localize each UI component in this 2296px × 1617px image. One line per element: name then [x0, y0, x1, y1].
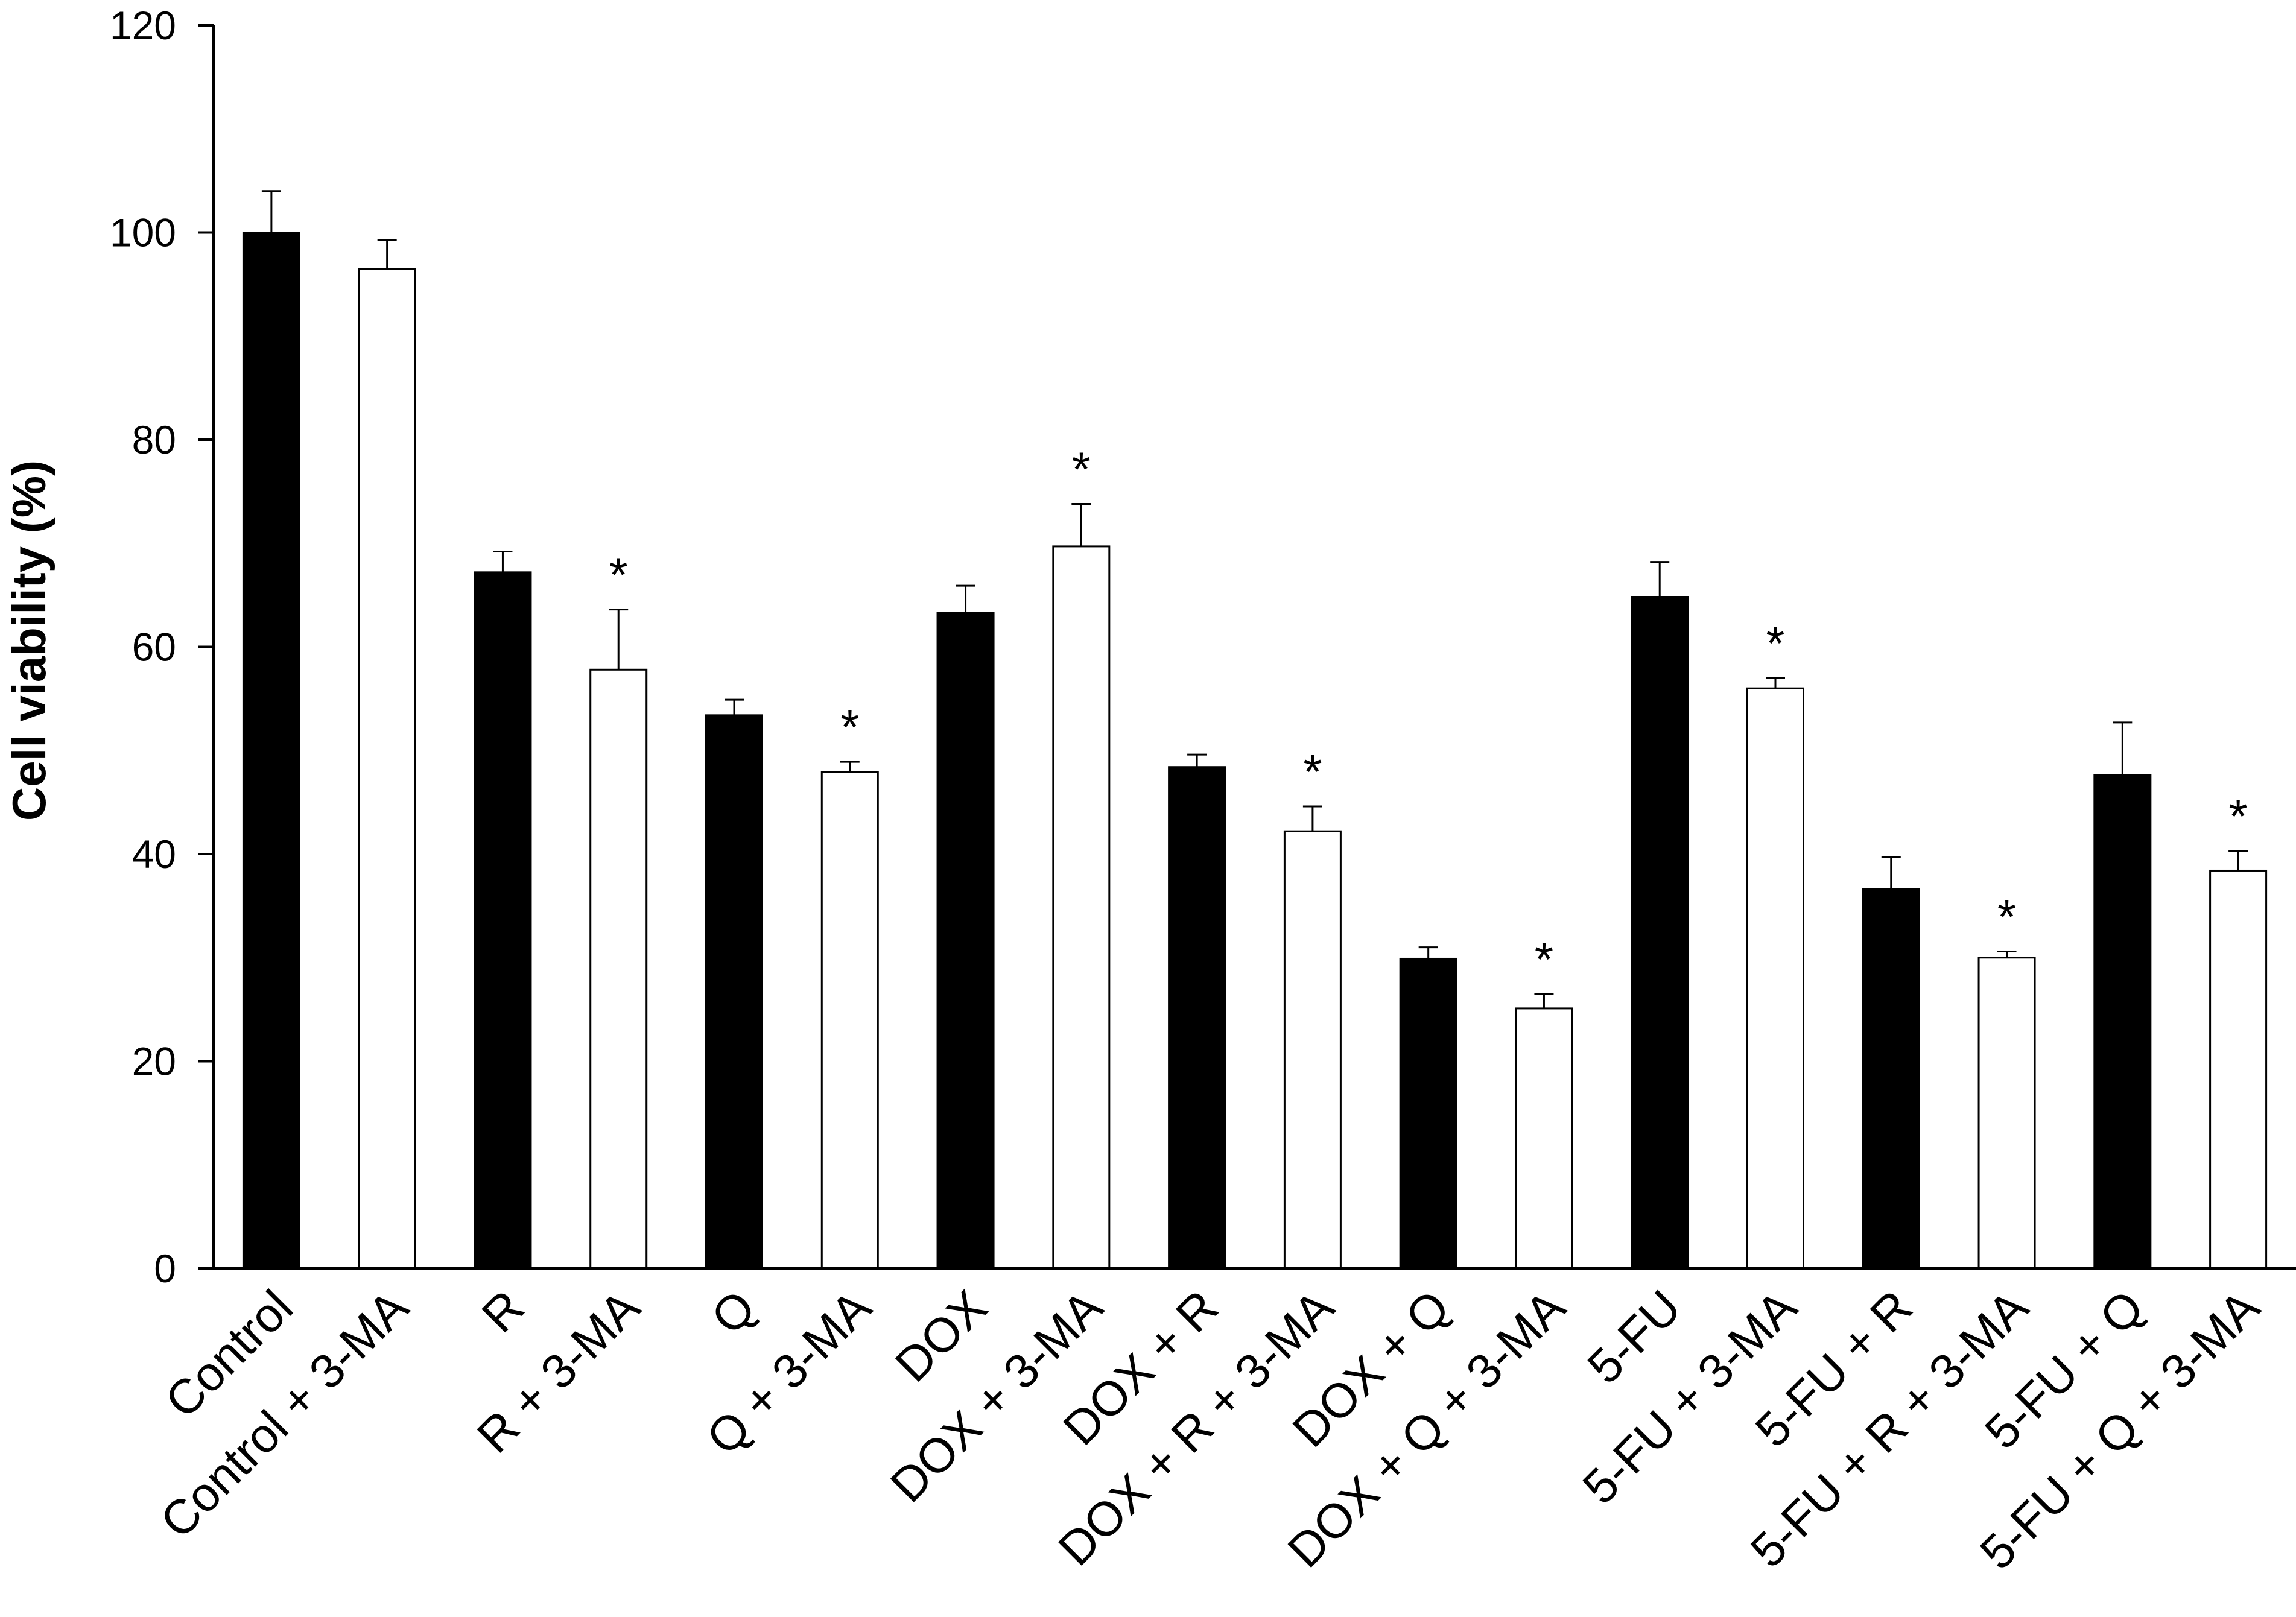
y-ticks-layer: 0 20 40 60 80 100 120	[110, 3, 214, 1291]
bar	[1631, 596, 1689, 1270]
bar	[2209, 869, 2268, 1270]
significance-marker: *	[1766, 616, 1784, 670]
bar	[1399, 957, 1457, 1270]
bar	[242, 232, 300, 1270]
y-tick-label: 20	[132, 1039, 176, 1084]
y-tick-label: 80	[132, 417, 176, 462]
significance-marker: *	[1303, 745, 1322, 799]
x-tick-label: R	[472, 1280, 534, 1343]
bar	[474, 571, 532, 1270]
y-tick-label: 100	[110, 210, 176, 255]
significance-marker: *	[1072, 442, 1091, 496]
y-tick-label: 60	[132, 625, 176, 669]
bar	[1746, 687, 1804, 1270]
bar	[589, 668, 648, 1270]
bar	[820, 771, 879, 1270]
x-tick-label: Q	[701, 1280, 766, 1344]
y-tick-label: 0	[154, 1246, 176, 1291]
bar	[1052, 545, 1111, 1270]
y-axis-title: Cell viability (%)	[2, 460, 55, 821]
bar	[358, 268, 416, 1270]
significance-layer: * * * * * * * *	[609, 442, 2248, 986]
y-tick-label: 120	[110, 3, 176, 48]
bar	[1168, 766, 1226, 1270]
significance-marker: *	[840, 700, 859, 754]
bar	[2093, 774, 2152, 1270]
significance-marker: *	[1535, 932, 1553, 986]
bar	[1515, 1007, 1573, 1270]
significance-marker: *	[1997, 890, 2016, 943]
bar	[705, 714, 763, 1270]
bar	[936, 612, 995, 1270]
significance-marker: *	[2229, 790, 2248, 843]
bar	[1977, 957, 2036, 1270]
bar	[1283, 830, 1342, 1270]
significance-marker: *	[609, 548, 628, 602]
y-tick-label: 40	[132, 832, 176, 876]
error-bars-layer	[261, 190, 2248, 1008]
bars-layer	[242, 232, 2268, 1270]
bar	[1862, 888, 1920, 1270]
